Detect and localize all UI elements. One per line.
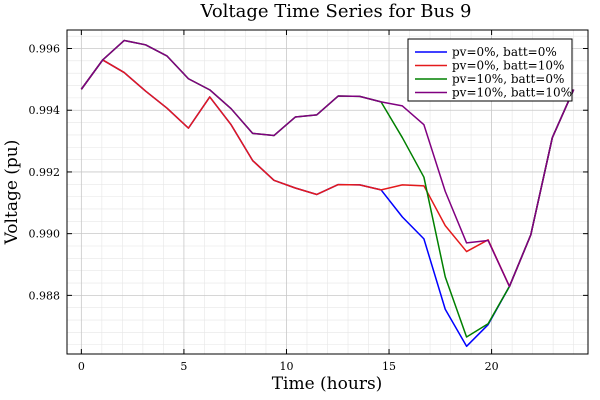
y-tick-label: 0.988 [29,289,61,302]
x-tick-label: 10 [279,360,293,373]
legend-label-4: pv=10%, batt=10% [452,86,572,100]
legend-label-3: pv=10%, batt=0% [452,72,564,86]
axis-ticks [67,30,588,354]
legend: pv=0%, batt=0%pv=0%, batt=10%pv=10%, bat… [407,38,573,102]
chart-title: Voltage Time Series for Bus 9 [199,1,471,22]
y-tick-label: 0.996 [29,43,61,56]
y-tick-label: 0.990 [29,228,61,241]
legend-box [407,38,573,102]
y-tick-labels: 0.988 0.990 0.992 0.994 0.996 [29,43,61,303]
x-tick-label: 5 [180,360,187,373]
y-tick-label: 0.992 [29,166,61,179]
x-tick-label: 15 [382,360,396,373]
series-lines [80,39,575,348]
plot-frame [66,29,589,355]
x-tick-label: 0 [78,360,85,373]
y-tick-label: 0.994 [29,104,61,117]
legend-label-1: pv=0%, batt=0% [452,45,557,59]
legend-label-2: pv=0%, batt=10% [452,59,564,73]
series-line-4 [80,39,575,288]
y-axis-label: Voltage (pu) [2,140,22,246]
x-axis-label: Time (hours) [272,374,383,394]
x-tick-label: 20 [485,360,499,373]
x-tick-labels: 0 5 10 15 20 [78,360,499,373]
